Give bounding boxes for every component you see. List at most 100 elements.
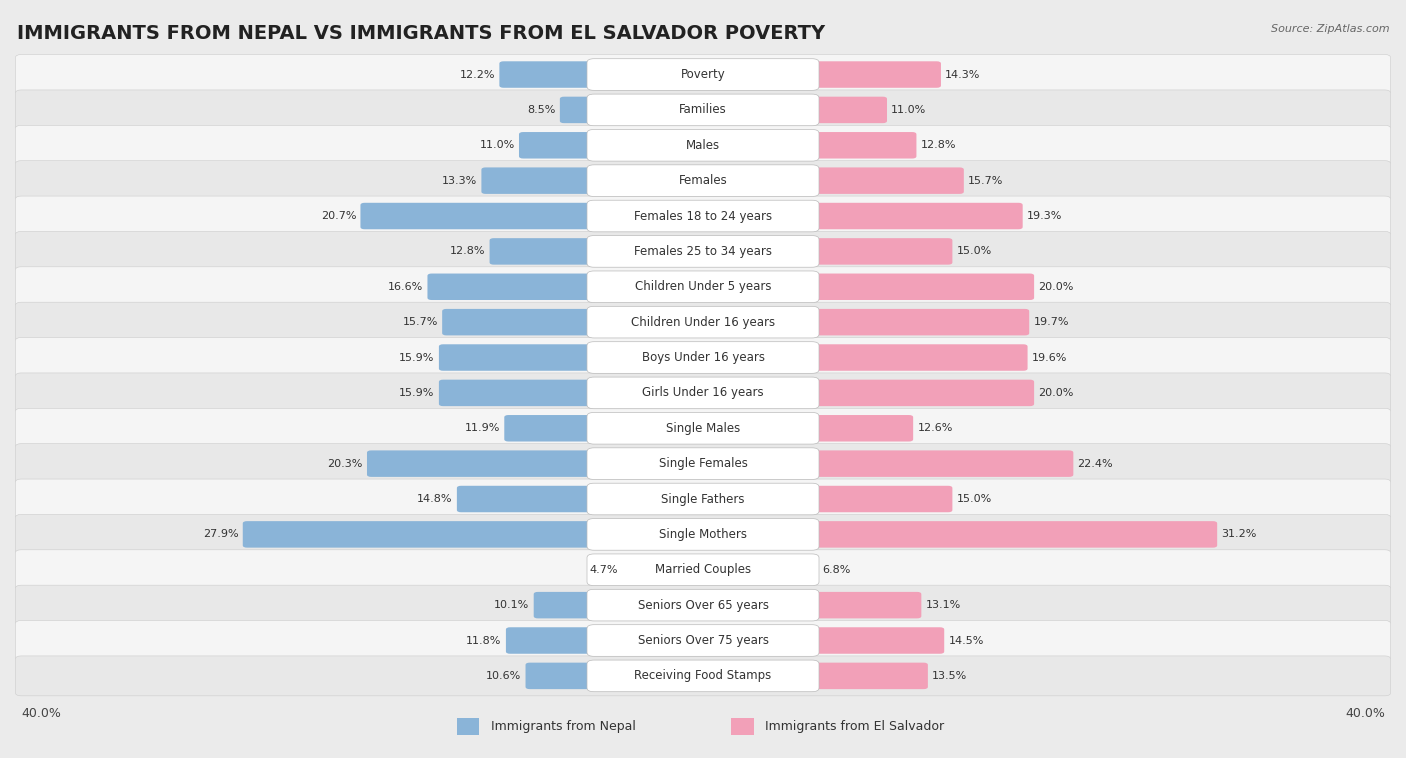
Text: 11.0%: 11.0% (479, 140, 515, 150)
FancyBboxPatch shape (699, 556, 818, 583)
FancyBboxPatch shape (15, 550, 1391, 590)
FancyBboxPatch shape (15, 125, 1391, 165)
Text: 20.0%: 20.0% (1038, 388, 1074, 398)
Text: 14.8%: 14.8% (418, 494, 453, 504)
FancyBboxPatch shape (699, 450, 1073, 477)
Text: Males: Males (686, 139, 720, 152)
FancyBboxPatch shape (15, 656, 1391, 696)
Text: Girls Under 16 years: Girls Under 16 years (643, 387, 763, 399)
Text: 16.6%: 16.6% (388, 282, 423, 292)
FancyBboxPatch shape (519, 132, 707, 158)
FancyBboxPatch shape (588, 589, 818, 621)
Text: 10.1%: 10.1% (495, 600, 530, 610)
FancyBboxPatch shape (506, 628, 707, 653)
FancyBboxPatch shape (15, 585, 1391, 625)
FancyBboxPatch shape (534, 592, 707, 619)
Text: Single Males: Single Males (666, 421, 740, 435)
Text: 11.0%: 11.0% (891, 105, 927, 115)
Text: 4.7%: 4.7% (589, 565, 617, 575)
FancyBboxPatch shape (15, 55, 1391, 95)
FancyBboxPatch shape (481, 168, 707, 194)
Text: Single Females: Single Females (658, 457, 748, 470)
FancyBboxPatch shape (15, 479, 1391, 519)
Text: Seniors Over 75 years: Seniors Over 75 years (637, 634, 769, 647)
FancyBboxPatch shape (439, 344, 707, 371)
FancyBboxPatch shape (699, 274, 1035, 300)
Text: 27.9%: 27.9% (202, 529, 239, 540)
Text: Children Under 5 years: Children Under 5 years (634, 280, 772, 293)
FancyBboxPatch shape (15, 196, 1391, 236)
Text: Married Couples: Married Couples (655, 563, 751, 576)
Text: 15.7%: 15.7% (402, 317, 437, 327)
Text: 15.0%: 15.0% (956, 246, 991, 256)
Text: 15.0%: 15.0% (956, 494, 991, 504)
Text: Poverty: Poverty (681, 68, 725, 81)
FancyBboxPatch shape (699, 592, 921, 619)
FancyBboxPatch shape (15, 337, 1391, 377)
FancyBboxPatch shape (588, 342, 818, 374)
FancyBboxPatch shape (15, 90, 1391, 130)
FancyBboxPatch shape (505, 415, 707, 441)
FancyBboxPatch shape (699, 132, 917, 158)
FancyBboxPatch shape (699, 662, 928, 689)
Text: Source: ZipAtlas.com: Source: ZipAtlas.com (1271, 24, 1389, 34)
FancyBboxPatch shape (15, 161, 1391, 201)
FancyBboxPatch shape (588, 94, 818, 126)
FancyBboxPatch shape (699, 97, 887, 123)
Text: 40.0%: 40.0% (21, 707, 60, 720)
Text: Immigrants from El Salvador: Immigrants from El Salvador (765, 719, 943, 733)
FancyBboxPatch shape (588, 448, 818, 480)
Text: Females 18 to 24 years: Females 18 to 24 years (634, 209, 772, 223)
Text: 15.9%: 15.9% (399, 352, 434, 362)
Text: 19.3%: 19.3% (1026, 211, 1063, 221)
FancyBboxPatch shape (360, 203, 707, 229)
FancyBboxPatch shape (621, 556, 707, 583)
FancyBboxPatch shape (457, 486, 707, 512)
Text: 13.5%: 13.5% (932, 671, 967, 681)
FancyBboxPatch shape (699, 344, 1028, 371)
FancyBboxPatch shape (499, 61, 707, 88)
FancyBboxPatch shape (588, 412, 818, 444)
Text: 31.2%: 31.2% (1222, 529, 1257, 540)
Text: 20.7%: 20.7% (321, 211, 356, 221)
FancyBboxPatch shape (15, 373, 1391, 413)
Text: 12.8%: 12.8% (450, 246, 485, 256)
FancyBboxPatch shape (699, 628, 945, 653)
FancyBboxPatch shape (699, 522, 1218, 547)
FancyBboxPatch shape (367, 450, 707, 477)
Text: Immigrants from Nepal: Immigrants from Nepal (491, 719, 636, 733)
Text: Children Under 16 years: Children Under 16 years (631, 315, 775, 329)
Text: Single Mothers: Single Mothers (659, 528, 747, 541)
Text: Single Fathers: Single Fathers (661, 493, 745, 506)
FancyBboxPatch shape (699, 61, 941, 88)
Text: 6.8%: 6.8% (823, 565, 851, 575)
FancyBboxPatch shape (588, 518, 818, 550)
Text: IMMIGRANTS FROM NEPAL VS IMMIGRANTS FROM EL SALVADOR POVERTY: IMMIGRANTS FROM NEPAL VS IMMIGRANTS FROM… (17, 24, 825, 43)
FancyBboxPatch shape (15, 267, 1391, 307)
Text: 8.5%: 8.5% (527, 105, 555, 115)
Text: Seniors Over 65 years: Seniors Over 65 years (637, 599, 769, 612)
FancyBboxPatch shape (526, 662, 707, 689)
FancyBboxPatch shape (699, 203, 1022, 229)
Text: 13.1%: 13.1% (925, 600, 960, 610)
Text: 11.9%: 11.9% (465, 423, 501, 434)
Text: 20.0%: 20.0% (1038, 282, 1074, 292)
Text: 13.3%: 13.3% (441, 176, 477, 186)
Text: Boys Under 16 years: Boys Under 16 years (641, 351, 765, 364)
FancyBboxPatch shape (588, 58, 818, 90)
FancyBboxPatch shape (15, 409, 1391, 448)
FancyBboxPatch shape (15, 515, 1391, 554)
Text: 15.7%: 15.7% (969, 176, 1004, 186)
FancyBboxPatch shape (731, 718, 754, 735)
FancyBboxPatch shape (588, 483, 818, 515)
FancyBboxPatch shape (588, 377, 818, 409)
Text: 14.3%: 14.3% (945, 70, 980, 80)
Text: Families: Families (679, 103, 727, 117)
Text: 20.3%: 20.3% (328, 459, 363, 468)
FancyBboxPatch shape (427, 274, 707, 300)
FancyBboxPatch shape (588, 130, 818, 161)
FancyBboxPatch shape (15, 231, 1391, 271)
FancyBboxPatch shape (15, 621, 1391, 660)
FancyBboxPatch shape (588, 164, 818, 196)
FancyBboxPatch shape (699, 486, 952, 512)
